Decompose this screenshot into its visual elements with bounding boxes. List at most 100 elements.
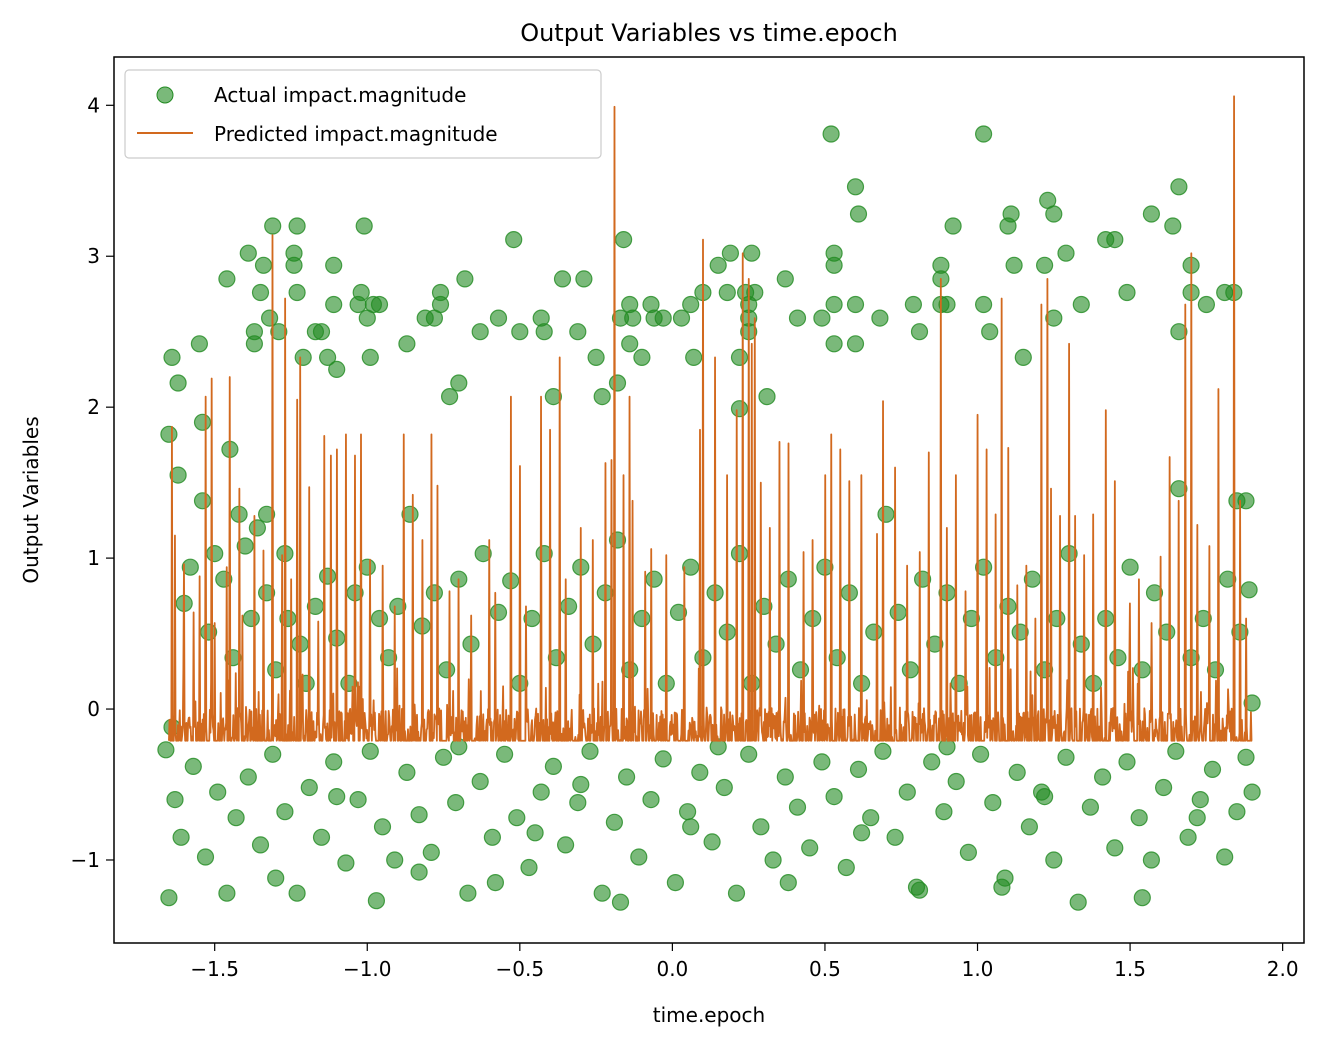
data-point	[1216, 848, 1234, 866]
data-point	[959, 843, 978, 862]
data-point	[288, 884, 306, 902]
data-point	[666, 873, 685, 892]
data-point	[1243, 694, 1261, 712]
data-point	[633, 609, 651, 628]
data-point	[938, 295, 956, 314]
data-point	[743, 244, 761, 262]
data-point	[1240, 581, 1258, 599]
data-point	[386, 851, 404, 869]
data-point	[611, 893, 630, 911]
data-point	[511, 323, 529, 341]
data-point	[166, 790, 184, 809]
data-point	[837, 858, 855, 877]
data-point	[486, 873, 504, 892]
data-point	[358, 558, 376, 576]
data-point	[614, 231, 633, 249]
data-point	[1188, 809, 1206, 827]
data-point	[1142, 205, 1161, 223]
data-point	[258, 505, 276, 523]
data-point	[1093, 768, 1112, 786]
data-point	[251, 836, 270, 854]
data-point	[605, 813, 624, 831]
data-point	[935, 803, 953, 821]
data-point	[825, 787, 843, 806]
data-point	[319, 348, 337, 366]
data-point	[526, 824, 544, 842]
data-point	[553, 270, 572, 288]
data-point	[206, 544, 224, 563]
data-point	[758, 388, 776, 406]
data-point	[1072, 295, 1090, 314]
data-point	[370, 295, 389, 314]
data-point	[1045, 851, 1063, 869]
data-point	[1045, 205, 1063, 223]
data-point	[184, 757, 202, 776]
data-point	[1219, 570, 1237, 588]
legend-box	[124, 69, 602, 159]
data-point	[425, 584, 443, 602]
data-point	[1057, 748, 1075, 766]
data-point	[923, 753, 941, 771]
data-point	[791, 661, 810, 679]
data-point	[1118, 283, 1136, 302]
data-point	[1170, 323, 1188, 341]
data-point	[1237, 492, 1255, 510]
data-point	[312, 828, 331, 846]
data-point	[218, 270, 236, 288]
data-point	[974, 125, 993, 143]
data-point	[398, 335, 416, 353]
data-point	[285, 256, 303, 274]
x-tick-label: −0.5	[496, 957, 545, 981]
data-point	[846, 335, 865, 353]
x-tick-label: 1.0	[962, 957, 994, 981]
data-point	[508, 809, 526, 827]
data-point	[981, 323, 999, 341]
data-point	[740, 745, 758, 763]
data-point	[617, 768, 636, 786]
data-point	[1035, 787, 1054, 806]
data-point	[1154, 778, 1173, 797]
data-point	[904, 295, 923, 314]
x-tick-label: −1.5	[190, 957, 239, 981]
data-point	[1237, 748, 1255, 766]
data-point	[505, 231, 523, 249]
data-point	[593, 388, 611, 406]
data-point	[1145, 584, 1164, 602]
data-point	[846, 178, 865, 196]
data-point	[410, 863, 428, 881]
data-point	[1069, 893, 1087, 911]
data-point	[852, 824, 871, 842]
data-point	[669, 603, 688, 622]
data-point	[1191, 790, 1209, 809]
data-point	[218, 884, 236, 902]
data-point	[718, 283, 736, 302]
data-point	[703, 833, 721, 851]
data-point	[849, 760, 868, 779]
data-point	[276, 803, 294, 821]
data-point	[813, 309, 831, 327]
data-point	[300, 778, 318, 797]
data-point	[685, 348, 703, 366]
data-point	[264, 217, 282, 235]
data-point	[380, 649, 398, 667]
data-point	[1179, 828, 1197, 846]
data-point	[764, 851, 782, 869]
x-tick-label: −1.0	[343, 957, 392, 981]
data-point	[236, 537, 254, 555]
data-point	[373, 818, 392, 836]
chart-title: Output Variables vs time.epoch	[520, 19, 898, 47]
data-point	[422, 843, 440, 862]
data-point	[727, 884, 746, 902]
data-point	[709, 256, 727, 274]
data-point	[337, 854, 355, 872]
data-point	[193, 492, 212, 510]
data-point	[520, 858, 538, 877]
data-point	[587, 348, 605, 366]
data-point	[779, 873, 797, 892]
data-point	[1170, 480, 1188, 498]
data-point	[355, 217, 373, 235]
series-predicted-line	[168, 95, 1253, 742]
y-axis-label: Output Variables	[19, 416, 43, 583]
data-point	[1130, 809, 1148, 827]
